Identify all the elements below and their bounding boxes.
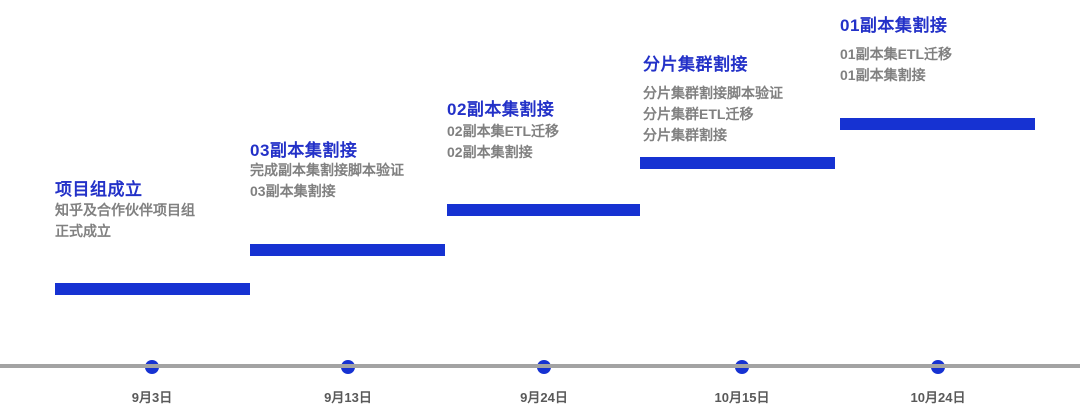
milestone-details: 01副本集ETL迁移 01副本集割接 <box>840 44 952 86</box>
milestone-detail-line: 01副本集割接 <box>840 67 926 83</box>
milestone-detail-line: 02副本集ETL迁移 <box>447 123 560 139</box>
milestone-detail-line: 完成副本集割接脚本验证 <box>250 162 404 178</box>
milestone-detail-line: 03副本集割接 <box>250 183 336 199</box>
milestone-title: 01副本集割接 <box>840 16 948 35</box>
milestone-detail-line: 01副本集ETL迁移 <box>840 46 953 62</box>
timeline-bar <box>250 244 445 256</box>
date-label: 10月15日 <box>714 390 770 405</box>
milestone-title: 02副本集割接 <box>447 100 555 119</box>
date-label: 9月3日 <box>131 390 173 405</box>
milestone-title: 分片集群割接 <box>643 55 748 74</box>
timeline-axis <box>0 364 1080 368</box>
date-label: 9月24日 <box>520 390 568 405</box>
timeline-bar <box>55 283 250 295</box>
date-label: 10月24日 <box>910 390 966 405</box>
timeline-bar <box>640 157 835 169</box>
milestone-detail-line: 分片集群割接脚本验证 <box>643 85 783 101</box>
timeline-bar <box>840 118 1035 130</box>
milestone-detail-line: 正式成立 <box>55 223 111 239</box>
date-label: 9月13日 <box>324 390 372 405</box>
milestone-detail-line: 02副本集割接 <box>447 144 533 160</box>
milestone-details: 02副本集ETL迁移 02副本集割接 <box>447 121 559 163</box>
milestone-details: 知乎及合作伙伴项目组 正式成立 <box>55 200 195 242</box>
milestone-detail-line: 知乎及合作伙伴项目组 <box>55 202 195 218</box>
timeline-bar <box>447 204 640 216</box>
milestone-details: 完成副本集割接脚本验证 03副本集割接 <box>250 160 404 202</box>
milestone-detail-line: 分片集群割接 <box>643 127 727 143</box>
milestone-details: 分片集群割接脚本验证 分片集群ETL迁移 分片集群割接 <box>643 83 783 146</box>
milestone-detail-line: 分片集群ETL迁移 <box>643 106 754 122</box>
milestone-title: 项目组成立 <box>55 180 143 199</box>
milestone-title: 03副本集割接 <box>250 141 358 160</box>
